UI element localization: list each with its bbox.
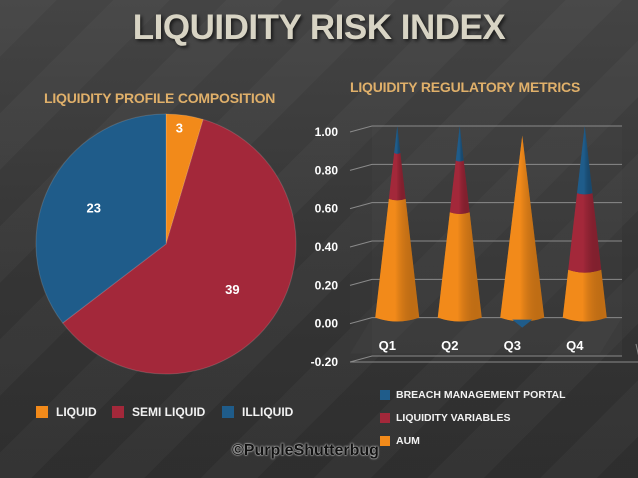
gridline (349, 355, 622, 363)
legend-swatch-variables (380, 413, 390, 423)
legend-label-aum: AUM (396, 435, 420, 447)
pie-legend-liquid: LIQUID (36, 405, 97, 419)
legend-swatch-breach (380, 390, 390, 400)
cone-base-shadow (512, 319, 533, 328)
x-tick-label: Q2 (441, 338, 458, 353)
y-tick-label: -0.20 (311, 355, 339, 369)
y-tick-label: 0.60 (315, 202, 339, 216)
y-tick-label: 0.20 (315, 278, 339, 292)
bar-legend-aum: AUM (380, 435, 420, 447)
legend-label-liquid: LIQUID (56, 405, 97, 419)
legend-swatch-semi-liquid (112, 406, 124, 418)
pie-slice-liquid (165, 113, 204, 245)
chart-floor (350, 317, 622, 354)
x-tick-label: Q3 (504, 338, 521, 353)
chart-floor-edge (350, 343, 638, 363)
gridline (349, 163, 622, 171)
legend-label-breach: BREACH MANAGEMENT PORTAL (396, 389, 566, 401)
legend-label-variables: LIQUIDITY VARIABLES (396, 412, 511, 424)
x-tick-label: Q4 (566, 338, 584, 353)
pie-slice-illiquid (35, 113, 167, 324)
pie-data-label-liquid: 3 (176, 121, 183, 136)
page-title: LIQUIDITY RISK INDEX (132, 8, 506, 47)
cone-segment-shade (500, 135, 545, 322)
legend-swatch-liquid (36, 406, 48, 418)
gridline (349, 202, 622, 210)
cone-segment-shade (375, 198, 420, 322)
cone-segment-shade (455, 126, 464, 162)
gridline (349, 125, 622, 133)
pie-legend-semi-liquid: SEMI LIQUID (112, 405, 205, 419)
y-tick-label: 0.40 (315, 240, 339, 254)
y-tick-label: 0.00 (315, 317, 339, 331)
pie-data-label-semi-liquid: 39 (225, 282, 239, 297)
bar-legend-breach: BREACH MANAGEMENT PORTAL (380, 389, 566, 401)
y-tick-label: 0.80 (315, 163, 339, 177)
cone-segment-shade (388, 152, 406, 201)
pie-data-label-illiquid: 23 (87, 200, 101, 215)
legend-label-semi-liquid: SEMI LIQUID (132, 405, 206, 419)
cone-segment-shade (577, 126, 593, 195)
cone-segment-shade (568, 193, 602, 273)
bar-legend-variables: LIQUIDITY VARIABLES (380, 412, 511, 424)
gridline (349, 240, 622, 248)
pie-legend-illiquid: ILLIQUID (222, 405, 293, 419)
cone-segment-shade (562, 269, 607, 322)
pie-slice-semi-liquid (62, 118, 297, 375)
legend-label-illiquid: ILLIQUID (242, 405, 294, 419)
copyright-text: ©PurpleShutterbug (232, 442, 379, 459)
cone-segment-shade (449, 160, 470, 214)
x-tick-label: Q1 (379, 338, 396, 353)
legend-swatch-illiquid (222, 406, 234, 418)
legend-swatch-aum (380, 436, 390, 446)
cone-segment-shade (437, 212, 482, 322)
cone-segment-shade (394, 126, 401, 154)
y-tick-label: 1.00 (315, 125, 339, 139)
bar-chart-title: LIQUIDITY REGULATORY METRICS (350, 79, 581, 95)
pie-chart-title: LIQUIDITY PROFILE COMPOSITION (44, 90, 276, 106)
